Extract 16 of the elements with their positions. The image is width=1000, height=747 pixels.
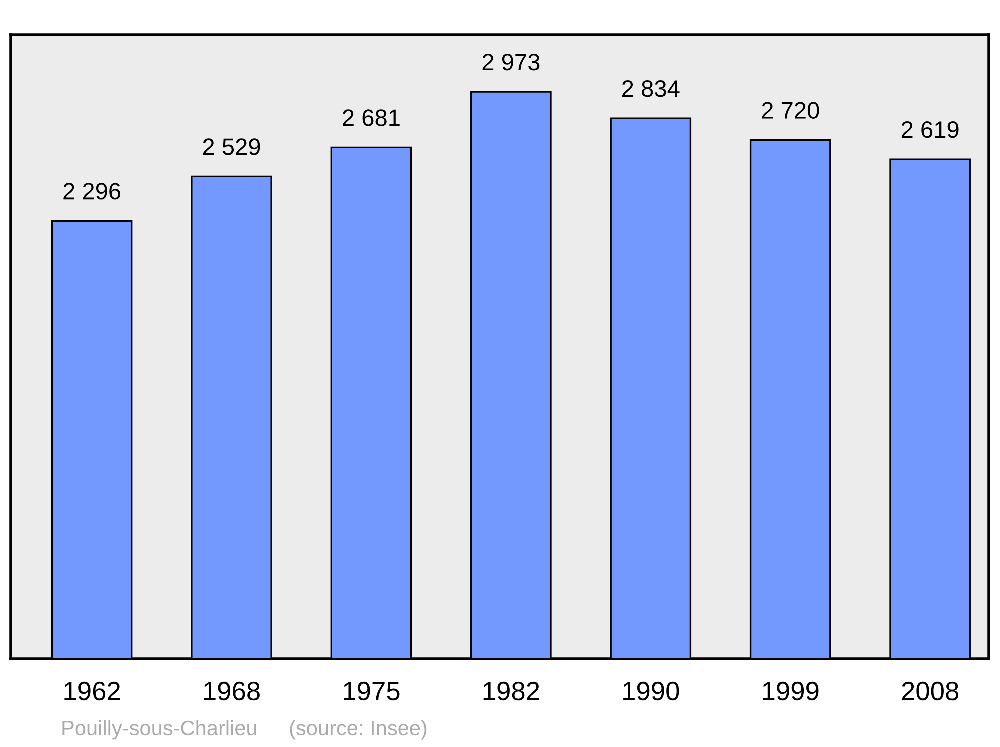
x-tick-label: 1982 — [484, 682, 540, 701]
data-label: 2 973 — [482, 54, 540, 71]
text: (source: Insee) — [290, 720, 427, 740]
data-label: 2 720 — [762, 102, 820, 119]
x-tick-label: 1975 — [344, 682, 400, 701]
x-tick-label: 1999 — [763, 682, 819, 701]
x-tick-label: 1990 — [624, 682, 680, 701]
text: Pouilly-sous-Charlieu — [62, 720, 256, 740]
data-label: 2 296 — [64, 183, 121, 200]
x-tick-label: 1968 — [204, 682, 260, 701]
data-label: 2 834 — [622, 80, 680, 98]
x-tick-label: 1962 — [64, 682, 120, 701]
data-label: 2 681 — [343, 110, 400, 126]
data-label: 2 529 — [203, 138, 260, 156]
x-tick-label: 2008 — [902, 682, 959, 701]
data-label: 2 619 — [902, 121, 959, 138]
